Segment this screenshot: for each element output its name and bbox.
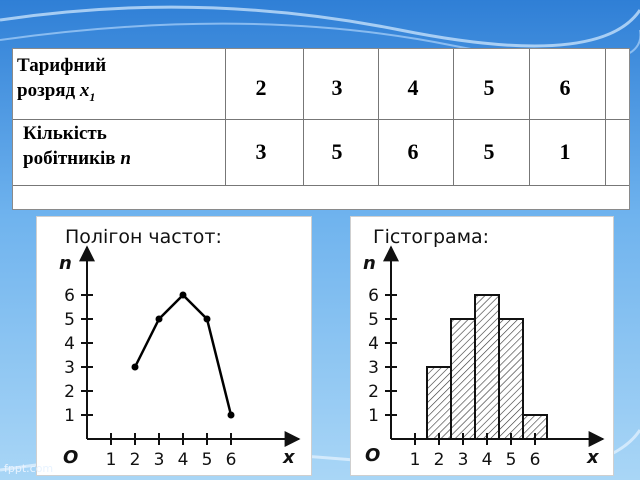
grade-cell: 2 [255, 75, 267, 100]
histogram-title: Гістограма: [373, 226, 489, 248]
count-cell: 6 [407, 139, 419, 164]
polygon-line [133, 293, 233, 416]
x-tick-label: 6 [226, 450, 237, 470]
polygon-x-label: x [282, 447, 296, 468]
x-tick-label: 1 [410, 450, 421, 470]
y-tick-label: 2 [64, 382, 75, 402]
watermark-text: fppt.com [4, 462, 54, 475]
frequency-table: Тарифний розряд x1 Кількість робітників … [12, 48, 630, 210]
y-tick-label: 1 [368, 406, 379, 426]
y-tick-label: 4 [64, 334, 75, 354]
table-divider [13, 185, 629, 186]
y-tick-label: 3 [368, 358, 379, 378]
polygon-point [203, 315, 211, 323]
x-tick-label: 2 [434, 450, 445, 470]
polygon-point [131, 363, 139, 371]
row-label-workers: Кількість робітників n [23, 121, 131, 171]
row-label-workers-var: n [120, 148, 131, 169]
polygon-point [227, 411, 235, 419]
y-tick-label: 2 [368, 382, 379, 402]
x-tick-label: 5 [202, 450, 213, 470]
histogram-x-label: x [586, 447, 600, 468]
polygon-point [155, 315, 163, 323]
grade-cell: 6 [559, 75, 571, 100]
table-divider [453, 49, 454, 185]
row-label-workers-line1: Кількість [23, 123, 107, 144]
table-divider [13, 119, 629, 120]
row-label-workers-line2: робітників [23, 148, 116, 169]
polygon-point [179, 291, 187, 299]
table-divider [225, 49, 226, 185]
polygon-y-label: n [59, 253, 72, 274]
grade-cell: 4 [407, 75, 419, 100]
row-label-grade-line2: розряд [17, 80, 76, 101]
x-tick-label: 3 [154, 450, 165, 470]
table-divider [529, 49, 530, 185]
histogram-bar [498, 318, 524, 440]
table-divider [378, 49, 379, 185]
histogram-y-label: n [363, 253, 376, 274]
x-tick-label: 6 [530, 450, 541, 470]
y-tick-label: 5 [368, 310, 379, 330]
row-label-grade-sub: 1 [89, 89, 96, 104]
x-tick-label: 2 [130, 450, 141, 470]
x-tick-label: 4 [178, 450, 189, 470]
histogram-bar [426, 366, 452, 440]
histogram-bar [474, 294, 500, 440]
row-label-grade-line1: Тарифний [17, 55, 107, 76]
grade-cell: 3 [331, 75, 343, 100]
y-tick-label: 1 [64, 406, 75, 426]
y-tick-label: 6 [64, 286, 75, 306]
grade-cell: 5 [483, 75, 495, 100]
count-cell: 5 [331, 139, 343, 164]
histogram-origin-label: O [365, 445, 380, 466]
count-cell: 3 [255, 139, 267, 164]
x-tick-label: 4 [482, 450, 493, 470]
y-tick-label: 6 [368, 286, 379, 306]
count-cell: 5 [483, 139, 495, 164]
histogram-bar [450, 318, 476, 440]
table-divider [605, 49, 606, 185]
x-tick-label: 3 [458, 450, 469, 470]
row-label-grade: Тарифний розряд x1 [17, 53, 106, 110]
y-tick-label: 4 [368, 334, 379, 354]
y-tick-label: 3 [64, 358, 75, 378]
x-tick-label: 1 [106, 450, 117, 470]
row-label-grade-var: x [79, 80, 90, 101]
y-tick-label: 5 [64, 310, 75, 330]
x-tick-label: 5 [506, 450, 517, 470]
polygon-origin-label: O [63, 447, 78, 468]
table-divider [303, 49, 304, 185]
polygon-title: Полігон частот: [65, 226, 222, 248]
count-cell: 1 [559, 139, 571, 164]
